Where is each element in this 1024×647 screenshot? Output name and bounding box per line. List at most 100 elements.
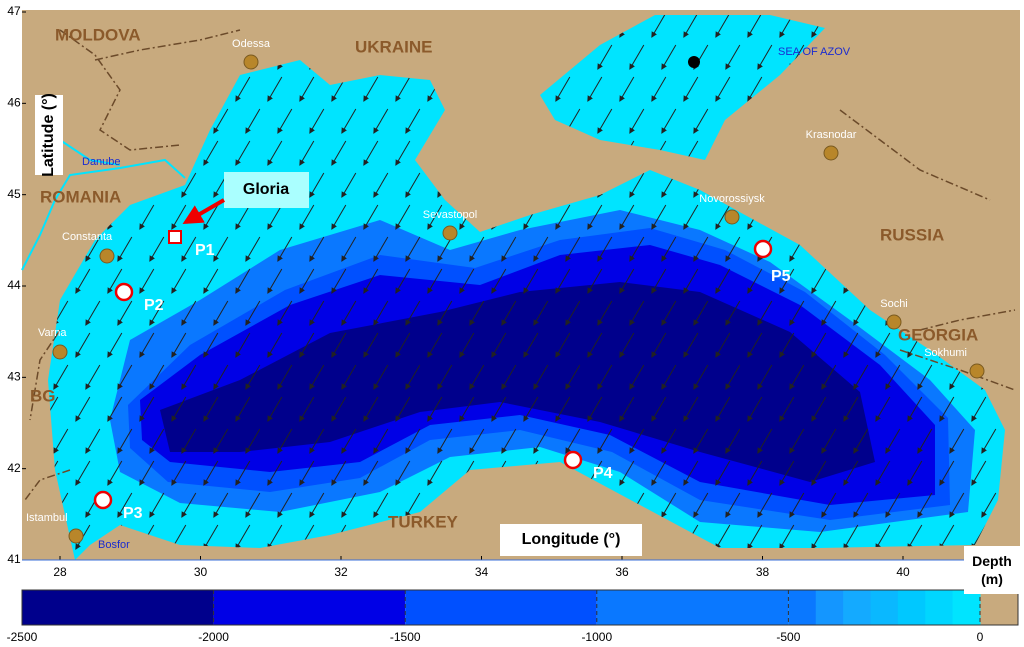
current-arrow bbox=[565, 300, 581, 326]
current-arrow bbox=[85, 428, 101, 454]
current-arrow bbox=[619, 396, 635, 422]
current-arrow bbox=[661, 428, 677, 454]
current-arrow bbox=[171, 268, 187, 294]
current-arrow bbox=[693, 492, 709, 518]
city-label: Sevastopol bbox=[423, 209, 477, 221]
current-arrow bbox=[661, 236, 677, 262]
current-arrow bbox=[341, 300, 357, 326]
current-arrow bbox=[53, 428, 69, 454]
x-tick-label: 38 bbox=[756, 565, 770, 579]
city-marker bbox=[243, 54, 259, 70]
current-arrow bbox=[587, 332, 603, 358]
current-arrow bbox=[789, 428, 805, 454]
colorbar-shade bbox=[788, 590, 817, 625]
current-arrow bbox=[501, 364, 517, 390]
current-arrow bbox=[395, 396, 411, 422]
y-axis-label: Latitude (°) bbox=[40, 93, 57, 177]
current-arrow bbox=[245, 364, 261, 390]
current-arrow bbox=[331, 396, 347, 422]
current-arrow bbox=[533, 364, 549, 390]
current-arrow bbox=[533, 428, 549, 454]
current-arrow bbox=[779, 332, 795, 358]
colorbar-tick-label: -500 bbox=[776, 630, 800, 644]
sea-label: SEA OF AZOV bbox=[778, 46, 851, 58]
current-arrow bbox=[171, 396, 187, 422]
current-arrow bbox=[341, 108, 357, 134]
current-arrow bbox=[693, 236, 709, 262]
current-arrow bbox=[501, 236, 517, 262]
current-arrow bbox=[341, 236, 357, 262]
current-arrow bbox=[683, 332, 699, 358]
current-arrow bbox=[437, 364, 453, 390]
colorbar-band bbox=[22, 590, 214, 625]
current-arrow bbox=[629, 172, 645, 198]
current-arrow bbox=[843, 524, 859, 550]
current-arrow bbox=[213, 364, 229, 390]
current-arrow bbox=[789, 300, 805, 326]
city-label: Sokhumi bbox=[924, 347, 967, 359]
current-arrow bbox=[693, 364, 709, 390]
current-arrow bbox=[949, 492, 965, 518]
country-label: GEORGIA bbox=[898, 325, 978, 344]
current-arrow bbox=[725, 300, 741, 326]
city-marker bbox=[823, 145, 839, 161]
current-arrow bbox=[75, 396, 91, 422]
current-arrow bbox=[331, 204, 347, 230]
city-marker bbox=[68, 528, 84, 544]
current-arrow bbox=[619, 332, 635, 358]
current-arrow bbox=[395, 140, 411, 166]
current-arrow bbox=[213, 236, 229, 262]
current-arrow bbox=[181, 492, 197, 518]
colorbar-shade bbox=[952, 590, 981, 625]
river-label: Danube bbox=[82, 156, 121, 168]
current-arrow bbox=[853, 492, 869, 518]
current-arrow bbox=[267, 396, 283, 422]
x-axis-label: Longitude (°) bbox=[500, 524, 642, 556]
current-arrow bbox=[811, 268, 827, 294]
current-arrow bbox=[523, 268, 539, 294]
current-arrow bbox=[725, 364, 741, 390]
country-label: MOLDOVA bbox=[55, 25, 141, 44]
current-arrow bbox=[523, 332, 539, 358]
current-arrow bbox=[683, 268, 699, 294]
current-arrow bbox=[277, 108, 293, 134]
current-arrow bbox=[619, 76, 635, 102]
current-arrow bbox=[619, 268, 635, 294]
current-arrow bbox=[939, 460, 955, 486]
current-arrow bbox=[619, 204, 635, 230]
city-marker bbox=[442, 225, 458, 241]
current-arrow bbox=[629, 108, 645, 134]
current-arrow bbox=[843, 460, 859, 486]
current-arrow bbox=[715, 268, 731, 294]
x-tick-label: 40 bbox=[896, 565, 910, 579]
point-label: P5 bbox=[771, 268, 791, 285]
current-arrow bbox=[619, 460, 635, 486]
y-label-box: Latitude (°) bbox=[35, 93, 63, 177]
current-arrow bbox=[107, 460, 123, 486]
current-arrow bbox=[971, 396, 987, 422]
y-tick-label: 43 bbox=[7, 370, 21, 384]
current-arrow bbox=[75, 460, 91, 486]
current-arrow bbox=[747, 332, 763, 358]
country-label: UKRAINE bbox=[355, 37, 432, 56]
point-marker bbox=[114, 282, 134, 302]
current-arrow bbox=[203, 524, 219, 550]
current-arrow bbox=[235, 396, 251, 422]
current-arrow bbox=[48, 396, 59, 422]
current-arrow bbox=[405, 364, 421, 390]
current-arrow bbox=[587, 268, 603, 294]
current-arrow bbox=[203, 140, 219, 166]
current-arrow bbox=[363, 140, 379, 166]
current-arrow bbox=[85, 236, 101, 262]
current-arrow bbox=[181, 172, 197, 198]
current-arrow bbox=[181, 428, 197, 454]
current-arrow bbox=[395, 332, 411, 358]
current-arrow bbox=[715, 204, 731, 230]
current-arrow bbox=[245, 236, 261, 262]
current-arrow bbox=[459, 332, 475, 358]
current-arrow bbox=[811, 524, 827, 550]
current-arrow bbox=[373, 492, 389, 518]
current-arrow bbox=[373, 172, 389, 198]
current-arrow bbox=[747, 524, 763, 550]
